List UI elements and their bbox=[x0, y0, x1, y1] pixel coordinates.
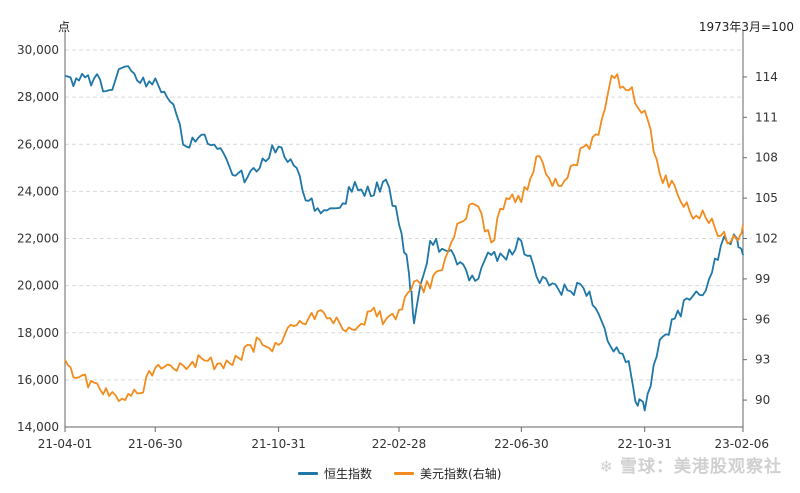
right-tick-label: 93 bbox=[755, 353, 770, 367]
legend: 恒生指数 美元指数(右轴) bbox=[298, 463, 523, 483]
right-tick-label: 108 bbox=[755, 151, 778, 165]
right-tick-label: 105 bbox=[755, 191, 778, 205]
x-tick-label: 22-02-28 bbox=[372, 437, 426, 451]
legend-label-hsi: 恒生指数 bbox=[324, 466, 373, 481]
legend-swatch-dxy bbox=[394, 471, 415, 475]
left-axis-unit: 点 bbox=[58, 20, 71, 34]
watermark: ❄ 雪球：美港股观察社 bbox=[600, 452, 782, 477]
right-axis-unit: 1973年3月=100 bbox=[698, 20, 794, 34]
left-tick-label: 22,000 bbox=[17, 232, 59, 246]
right-tick-label: 111 bbox=[755, 110, 778, 124]
legend-label-dxy: 美元指数(右轴) bbox=[420, 466, 502, 481]
watermark-text: 雪球：美港股观察社 bbox=[620, 457, 782, 477]
legend-item-dxy: 美元指数(右轴) bbox=[394, 465, 501, 482]
right-tick-label: 96 bbox=[755, 312, 770, 326]
left-tick-label: 30,000 bbox=[17, 43, 59, 57]
legend-swatch-hsi bbox=[298, 471, 318, 475]
right-tick-label: 114 bbox=[755, 70, 778, 84]
left-tick-label: 14,000 bbox=[17, 420, 59, 434]
x-tick-label: 21-10-31 bbox=[251, 437, 305, 451]
right-tick-label: 90 bbox=[755, 393, 770, 407]
left-tick-label: 28,000 bbox=[17, 90, 59, 104]
left-tick-label: 16,000 bbox=[17, 373, 59, 387]
snowball-logo-icon: ❄ bbox=[599, 457, 614, 476]
x-tick-label: 21-06-30 bbox=[128, 437, 182, 451]
x-tick-label: 22-10-31 bbox=[617, 437, 671, 451]
legend-item-hsi: 恒生指数 bbox=[298, 465, 372, 482]
left-tick-label: 26,000 bbox=[17, 137, 59, 151]
right-tick-label: 102 bbox=[755, 232, 778, 246]
left-tick-label: 18,000 bbox=[17, 326, 59, 340]
x-tick-label: 22-06-30 bbox=[494, 437, 548, 451]
left-tick-label: 20,000 bbox=[17, 279, 59, 293]
series-line-dxy bbox=[64, 73, 744, 402]
right-tick-label: 99 bbox=[755, 272, 770, 286]
left-tick-label: 24,000 bbox=[17, 184, 59, 198]
x-tick-label: 23-02-06 bbox=[715, 437, 769, 451]
x-tick-label: 21-04-01 bbox=[38, 437, 92, 451]
